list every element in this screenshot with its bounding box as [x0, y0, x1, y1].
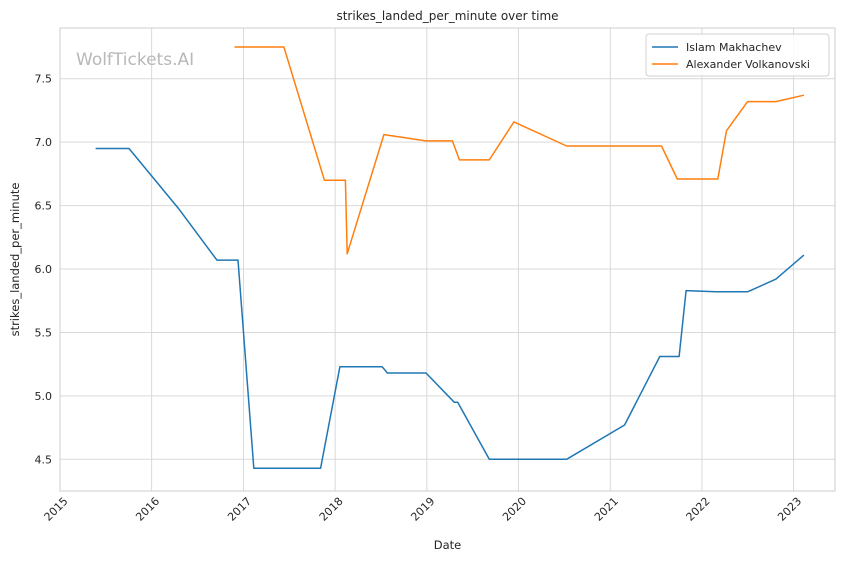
plot-area-frame	[59, 27, 836, 492]
y-axis-label: strikes_landed_per_minute	[8, 183, 22, 337]
grid-lines	[59, 28, 835, 491]
y-tick-labels: 4.5 5.0 5.5 6.0 6.5 7.0 7.5	[35, 73, 53, 467]
x-axis-label: Date	[434, 538, 462, 552]
watermark-text: WolfTickets.AI	[76, 50, 194, 70]
y-tick-label: 7.5	[35, 73, 53, 86]
y-tick-label: 6.5	[35, 200, 53, 213]
legend-box	[645, 33, 830, 77]
series-line	[95, 147, 805, 469]
y-tick-label: 4.5	[35, 453, 53, 466]
legend: Islam Makhachev Alexander Volkanovski	[645, 33, 830, 77]
y-tick-label: 6.0	[35, 263, 53, 276]
y-tick-label: 7.0	[35, 136, 53, 149]
series-lines	[95, 46, 805, 469]
chart-title: strikes_landed_per_minute over time	[336, 9, 558, 23]
legend-entry: Alexander Volkanovski	[686, 58, 810, 71]
y-tick-label: 5.5	[35, 326, 53, 339]
legend-entry: Islam Makhachev	[686, 41, 782, 54]
y-tick-label: 5.0	[35, 390, 53, 403]
series-line	[234, 46, 805, 255]
